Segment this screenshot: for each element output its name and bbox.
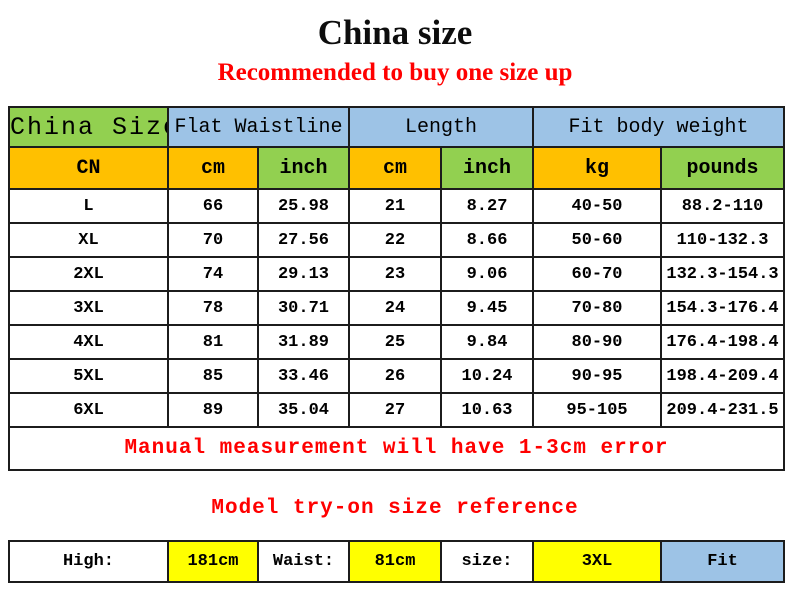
size-table: China Size Flat Waistline Length Fit bod… <box>7 106 786 471</box>
table-cell: 29.13 <box>257 256 350 292</box>
table-cell: 70 <box>167 222 259 258</box>
table-header-row: China Size Flat Waistline Length Fit bod… <box>8 106 786 148</box>
table-cell: 40-50 <box>532 188 663 224</box>
table-cell: 176.4-198.4 <box>660 324 786 360</box>
subheader-waist-inch: inch <box>257 146 350 190</box>
table-row: 3XL 78 30.71 24 9.45 70-80 154.3-176.4 <box>8 290 786 326</box>
table-row: 5XL 85 33.46 26 10.24 90-95 198.4-209.4 <box>8 358 786 394</box>
table-cell: 30.71 <box>257 290 350 326</box>
header-china-size: China Size <box>8 106 169 148</box>
page-title: China size <box>317 13 473 52</box>
table-cell: 9.45 <box>439 290 535 326</box>
table-cell: 25.98 <box>257 188 350 224</box>
size-label: 5XL <box>8 358 169 394</box>
table-cell: 10.63 <box>439 392 535 428</box>
table-cell: 8.27 <box>439 188 535 224</box>
table-cell: 21 <box>348 188 442 224</box>
waist-value: 81cm <box>348 540 442 583</box>
table-cell: 22 <box>348 222 442 258</box>
model-reference-title: Model try-on size reference <box>211 497 579 520</box>
table-cell: 26 <box>348 358 442 394</box>
size-label: L <box>8 188 169 224</box>
table-cell: 27.56 <box>257 222 350 258</box>
table-cell: 60-70 <box>532 256 663 292</box>
table-cell: 209.4-231.5 <box>660 392 786 428</box>
model-reference-table: High: 181cm Waist: 81cm size: 3XL Fit <box>8 540 785 583</box>
table-cell: 10.24 <box>439 358 535 394</box>
header-fit-body-weight: Fit body weight <box>532 106 786 148</box>
model-reference-row: High: 181cm Waist: 81cm size: 3XL Fit <box>8 540 785 583</box>
table-cell: 23 <box>348 256 442 292</box>
table-cell: 132.3-154.3 <box>660 256 786 292</box>
subheader-length-cm: cm <box>348 146 442 190</box>
table-row: 2XL 74 29.13 23 9.06 60-70 132.3-154.3 <box>8 256 786 292</box>
size-label: size: <box>440 540 534 583</box>
size-label: 2XL <box>8 256 169 292</box>
table-cell: 90-95 <box>532 358 663 394</box>
table-cell: 9.06 <box>439 256 535 292</box>
size-label: 4XL <box>8 324 169 360</box>
subheader-pounds: pounds <box>660 146 786 190</box>
height-label: High: <box>8 540 169 583</box>
size-label: 6XL <box>8 392 169 428</box>
size-label: 3XL <box>8 290 169 326</box>
table-subheader-row: CN cm inch cm inch kg pounds <box>8 146 786 190</box>
subheader-waist-cm: cm <box>167 146 259 190</box>
table-cell: 35.04 <box>257 392 350 428</box>
subheader-cn: CN <box>8 146 169 190</box>
table-cell: 78 <box>167 290 259 326</box>
table-cell: 25 <box>348 324 442 360</box>
table-cell: 66 <box>167 188 259 224</box>
table-row: 6XL 89 35.04 27 10.63 95-105 209.4-231.5 <box>8 392 786 428</box>
table-cell: 95-105 <box>532 392 663 428</box>
table-cell: 8.66 <box>439 222 535 258</box>
size-label: XL <box>8 222 169 258</box>
table-row: 4XL 81 31.89 25 9.84 80-90 176.4-198.4 <box>8 324 786 360</box>
table-cell: 31.89 <box>257 324 350 360</box>
table-cell: 50-60 <box>532 222 663 258</box>
table-cell: 88.2-110 <box>660 188 786 224</box>
waist-label: Waist: <box>257 540 350 583</box>
table-cell: 85 <box>167 358 259 394</box>
subheader-length-inch: inch <box>439 146 535 190</box>
table-cell: 81 <box>167 324 259 360</box>
header-flat-waistline: Flat Waistline <box>167 106 350 148</box>
table-cell: 198.4-209.4 <box>660 358 786 394</box>
table-cell: 89 <box>167 392 259 428</box>
table-row: L 66 25.98 21 8.27 40-50 88.2-110 <box>8 188 786 224</box>
measurement-note: Manual measurement will have 1-3cm error <box>7 426 786 471</box>
table-cell: 9.84 <box>439 324 535 360</box>
table-row: XL 70 27.56 22 8.66 50-60 110-132.3 <box>8 222 786 258</box>
table-cell: 27 <box>348 392 442 428</box>
table-cell: 24 <box>348 290 442 326</box>
table-cell: 70-80 <box>532 290 663 326</box>
page-subtitle: Recommended to buy one size up <box>217 59 573 86</box>
header-length: Length <box>347 106 535 148</box>
table-cell: 110-132.3 <box>660 222 786 258</box>
table-cell: 74 <box>167 256 259 292</box>
measurement-note-row: Manual measurement will have 1-3cm error <box>7 426 786 471</box>
subheader-kg: kg <box>532 146 663 190</box>
table-cell: 80-90 <box>532 324 663 360</box>
height-value: 181cm <box>167 540 259 583</box>
size-value: 3XL <box>532 540 662 583</box>
table-cell: 154.3-176.4 <box>660 290 786 326</box>
fit-value: Fit <box>660 540 785 583</box>
table-cell: 33.46 <box>257 358 350 394</box>
